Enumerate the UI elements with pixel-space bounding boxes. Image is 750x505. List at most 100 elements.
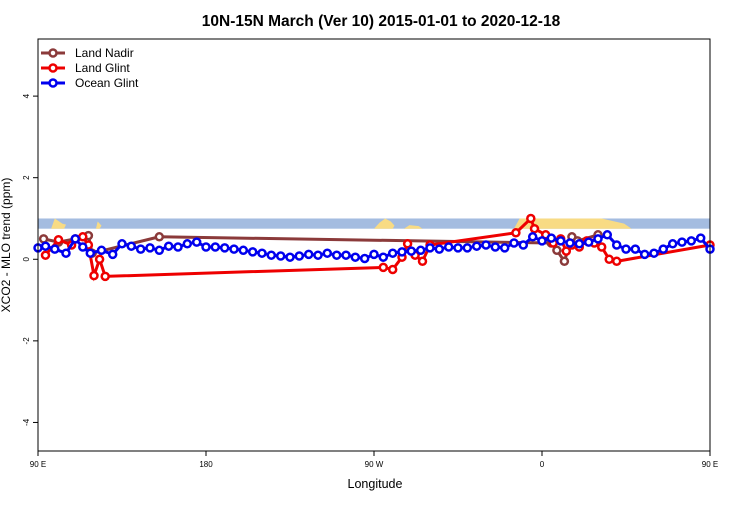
data-point-ocean-glint [257,248,267,258]
x-tick-label: 0 [540,460,545,469]
data-point-ocean-glint [565,238,575,248]
x-tick-label: 90 E [30,460,46,469]
data-point-ocean-glint [387,248,398,258]
data-point-ocean-glint [509,238,519,248]
data-point-land-glint [94,254,105,265]
data-point-ocean-glint [247,247,258,257]
y-tick-label: -2 [22,337,31,345]
data-point-ocean-glint [621,244,631,254]
data-point-land-nadir [38,234,49,244]
data-point-ocean-glint [173,242,183,252]
data-point-land-glint [89,270,99,281]
data-point-ocean-glint [191,237,202,247]
data-point-land-glint [40,250,51,260]
data-point-ocean-glint [537,236,547,246]
data-point-ocean-glint [397,247,407,257]
data-point-land-glint [604,254,614,265]
data-point-land-glint [387,264,398,275]
chart-title: 10N-15N March (Ver 10) 2015-01-01 to 202… [202,13,561,30]
data-point-land-nadir [552,245,562,256]
data-point-land-glint [529,223,540,234]
data-point-ocean-glint [649,248,659,258]
data-point-ocean-glint [50,244,60,254]
legend-marker-land-glint [48,63,58,73]
data-point-land-glint [378,262,389,273]
data-point-ocean-glint [471,241,482,251]
data-point-ocean-glint [490,242,501,252]
data-point-ocean-glint [434,244,445,254]
data-point-land-glint [417,256,428,267]
x-axis: 90 E 180 90 W 0 90 E [30,451,718,469]
data-point-ocean-glint [210,242,221,252]
data-point-land-glint [402,239,413,249]
data-point-ocean-glint [415,245,426,256]
data-point-ocean-glint [135,244,146,254]
x-axis-label: Longitude [348,477,403,491]
data-point-ocean-glint [163,241,174,251]
legend-label-ocean-glint: Ocean Glint [75,76,139,90]
y-tick-label: 4 [22,93,31,98]
land-mass [51,218,66,229]
data-point-ocean-glint [154,245,165,256]
land-ocean-band [38,218,710,229]
land-mass [374,218,395,229]
data-point-ocean-glint [341,250,351,260]
y-tick-label: 0 [22,257,31,262]
land-mass [95,221,102,229]
data-point-ocean-glint [126,241,137,251]
data-point-ocean-glint [322,248,333,258]
data-point-ocean-glint [285,252,295,262]
data-point-ocean-glint [369,249,379,260]
data-point-ocean-glint [107,249,118,260]
data-point-land-glint [611,256,622,267]
data-point-ocean-glint [499,243,510,253]
data-point-land-glint [53,234,64,245]
data-point-ocean-glint [518,240,529,250]
data-point-ocean-glint [462,243,473,253]
land-mass [403,225,423,229]
data-point-ocean-glint [61,248,71,258]
data-point-ocean-glint [443,242,454,252]
legend-marker-land-nadir [48,48,58,58]
legend-label-land-glint: Land Glint [75,61,130,75]
data-point-ocean-glint [630,244,641,254]
data-point-ocean-glint [78,242,88,252]
data-point-ocean-glint [406,246,417,256]
data-point-ocean-glint [238,245,249,256]
data-point-ocean-glint [602,230,613,240]
y-tick-label: -4 [22,418,31,426]
series-layer [33,213,715,282]
data-point-ocean-glint [145,243,155,253]
land-mass [514,218,632,229]
data-point-ocean-glint [453,243,463,253]
data-point-ocean-glint [686,236,697,246]
y-axis: -4 -2 0 2 4 [22,93,38,426]
data-point-ocean-glint [40,241,51,251]
data-point-ocean-glint [611,240,622,250]
legend-marker-ocean-glint [48,78,58,88]
x-tick-label: 90 E [702,460,718,469]
data-point-ocean-glint [85,248,96,258]
data-point-ocean-glint [182,239,193,249]
data-point-ocean-glint [70,234,81,244]
y-tick-label: 2 [22,175,31,180]
data-point-ocean-glint [677,237,687,247]
data-point-land-glint [511,228,521,238]
x-tick-label: 180 [199,460,213,469]
data-point-land-glint [78,232,88,242]
data-point-ocean-glint [574,239,585,249]
data-point-ocean-glint [593,234,603,244]
data-point-ocean-glint [313,250,323,260]
data-point-ocean-glint [275,251,286,261]
data-point-ocean-glint [201,242,211,252]
data-point-ocean-glint [117,239,127,249]
data-point-ocean-glint [695,233,706,243]
data-point-ocean-glint [294,251,305,261]
legend-label-land-nadir: Land Nadir [75,46,134,60]
data-point-ocean-glint [350,252,361,262]
data-point-ocean-glint [639,249,650,260]
y-axis-label: XCO2 - MLO trend (ppm) [0,178,13,313]
data-point-land-glint [526,213,536,224]
